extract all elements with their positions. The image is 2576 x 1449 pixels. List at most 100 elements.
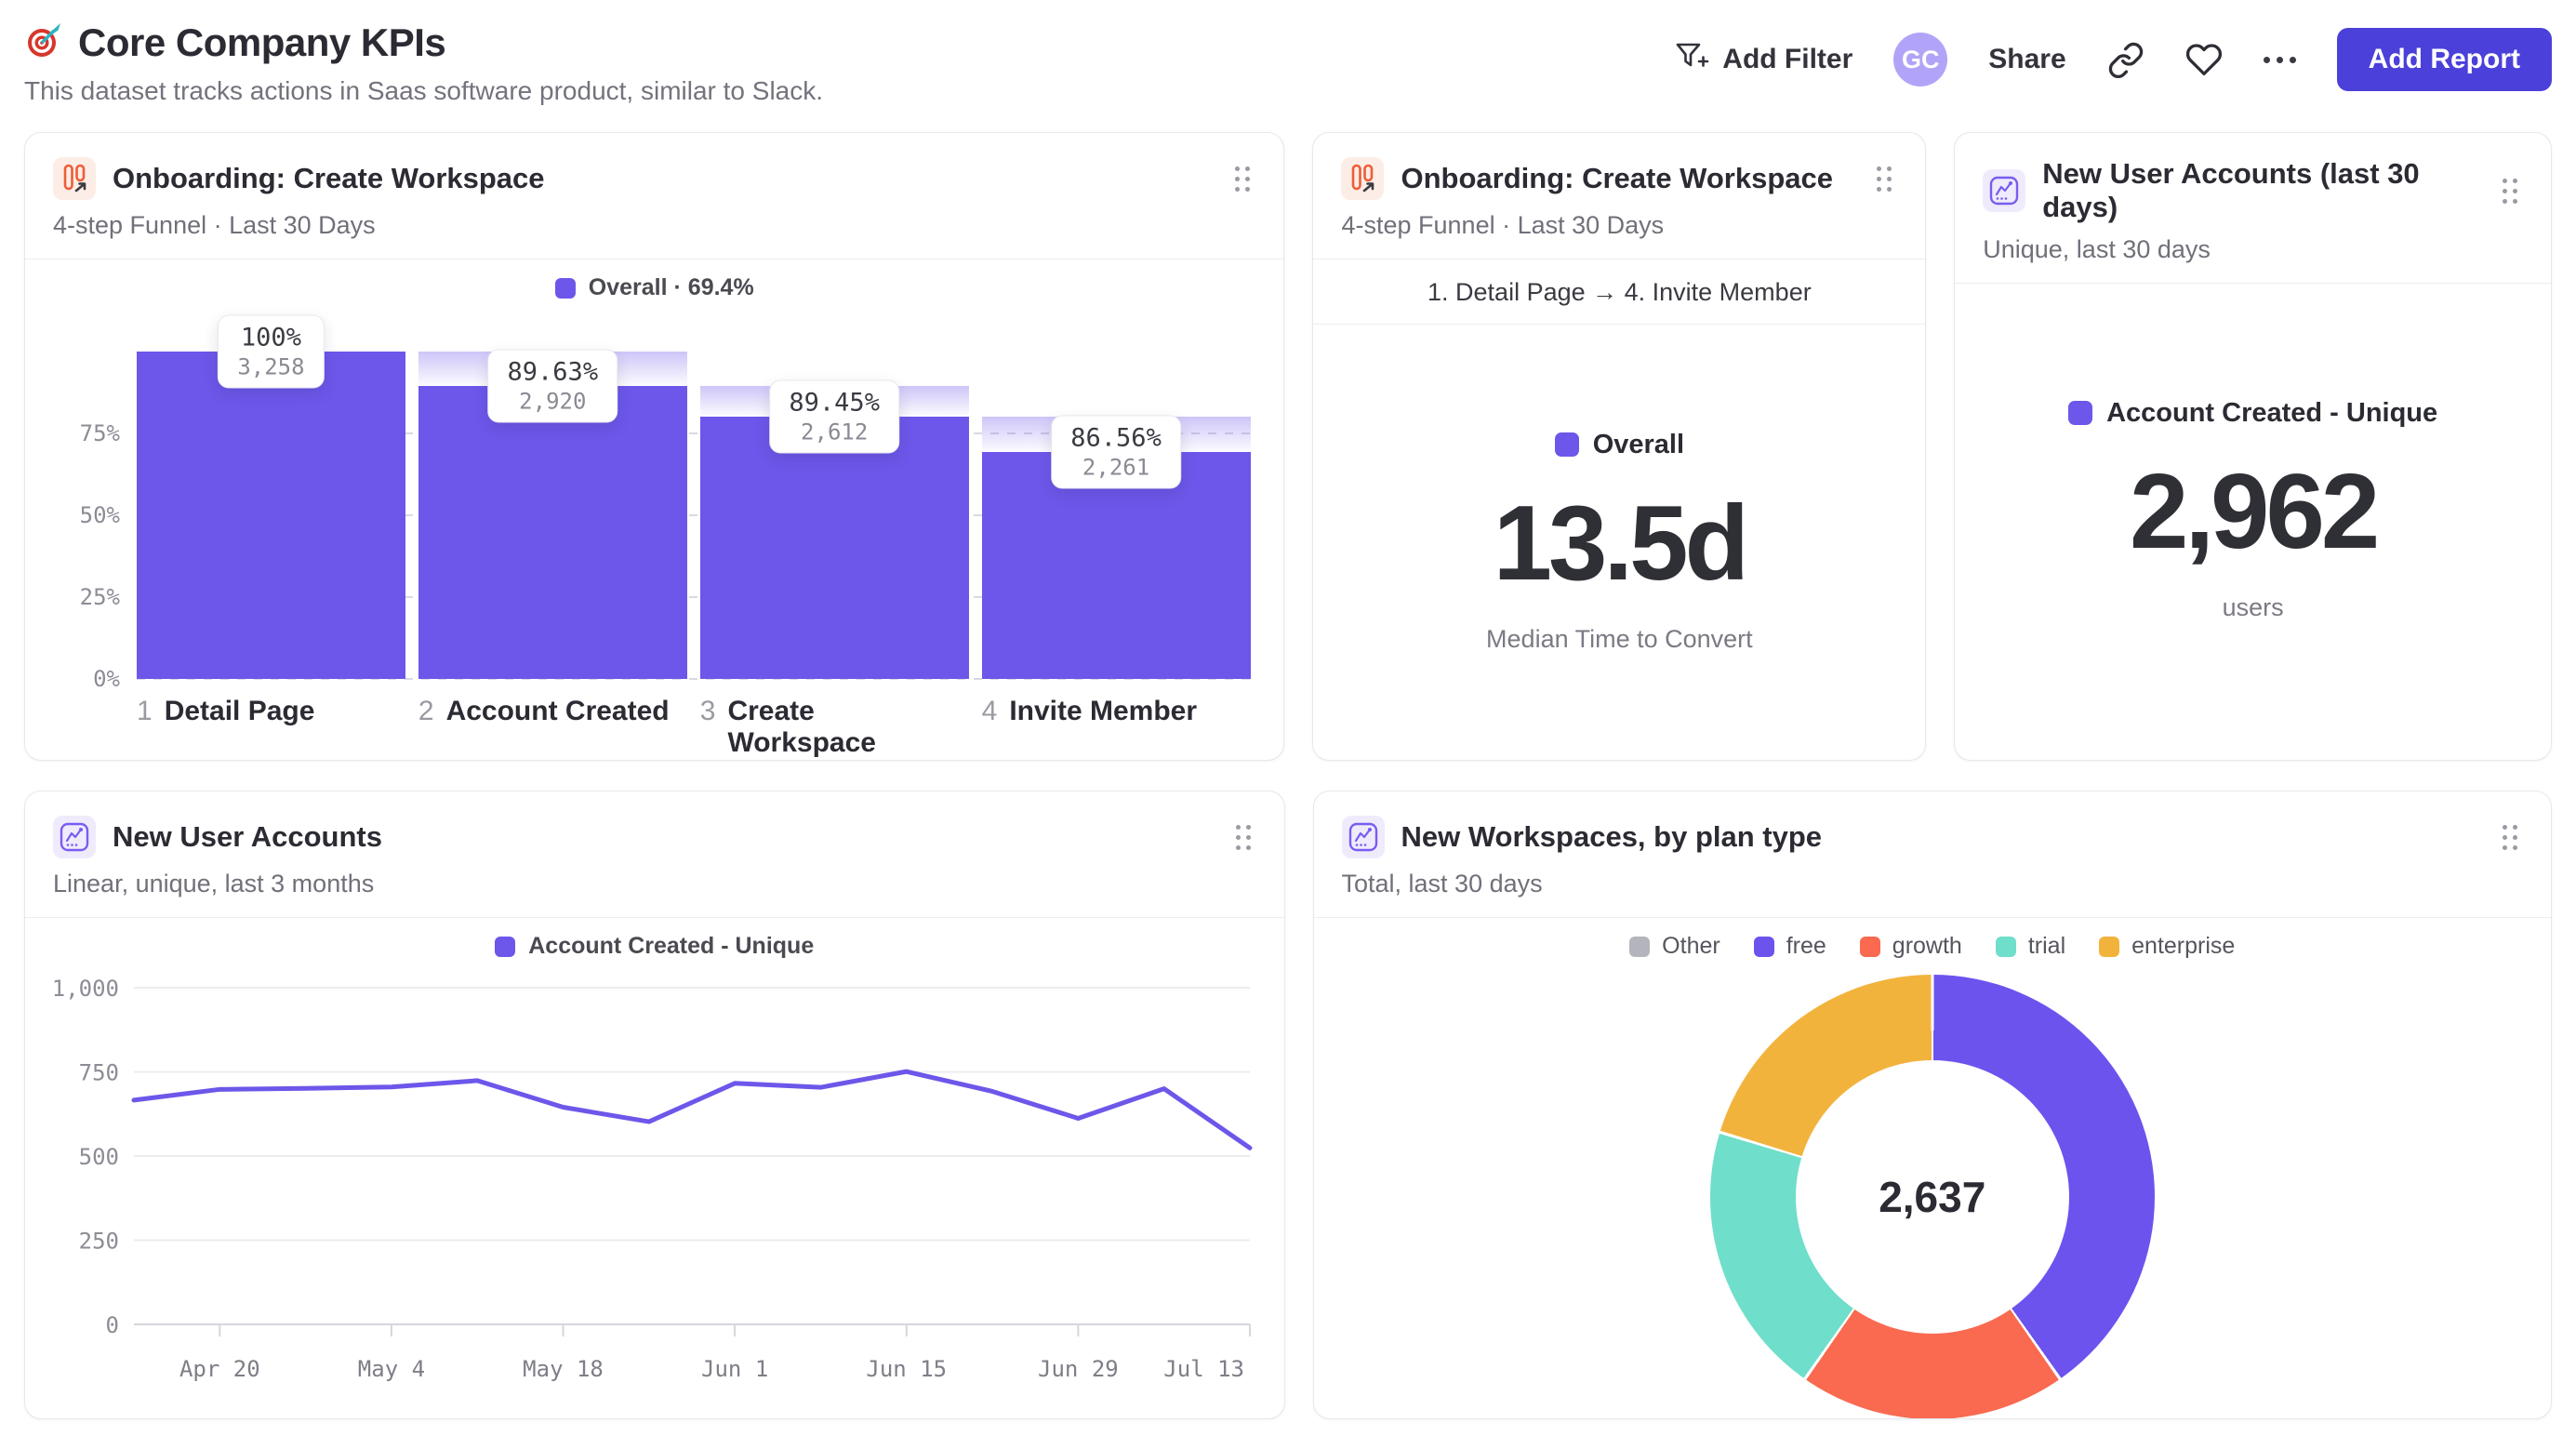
funnel-chart-icon <box>1341 157 1385 200</box>
funnel-chart: 75% 50% 25% 0% 100% 3,258 89.63% 2,920 89.45% 2,6… <box>53 314 1255 692</box>
filter-plus-icon <box>1674 39 1709 80</box>
legend-chip <box>495 936 516 957</box>
dashboard-page: Core Company KPIs This dataset tracks ac… <box>0 0 2576 1419</box>
card-subtitle: 4-step Funnel · Last 30 Days <box>1341 211 1665 239</box>
legend-item-trial[interactable]: trial <box>1995 933 2066 960</box>
funnel-gridline <box>137 596 1251 598</box>
card-subtitle: 4-step Funnel · Last 30 Days <box>53 211 376 239</box>
stat-legend[interactable]: Account Created - Unique <box>2068 398 2437 429</box>
stat-caption: users <box>2222 592 2284 621</box>
funnel-step-range: 1. Detail Page → 4. Invite Member <box>1313 259 1926 325</box>
page-header: Core Company KPIs This dataset tracks ac… <box>24 20 2552 106</box>
funnel-gridline <box>137 678 1251 680</box>
funnel-categories: 1 Detail Page 2 Account Created 3 Create Work… <box>137 696 1250 759</box>
card-title: Onboarding: Create Workspace <box>113 162 545 194</box>
funnel-bar-label: 100% 3,258 <box>218 314 325 389</box>
line-series[interactable] <box>131 1069 1253 1150</box>
funnel-bar-label: 86.56% 2,261 <box>1051 415 1181 489</box>
stat-caption: Median Time to Convert <box>1486 624 1753 653</box>
legend-item-free[interactable]: free <box>1753 933 1826 960</box>
card-median-time-to-convert: Onboarding: Create Workspace 4-step Funn… <box>1312 132 1927 761</box>
legend-chip <box>1859 936 1880 957</box>
funnel-bar-label: 89.63% 2,920 <box>487 349 618 423</box>
line-x-tick-label: May 18 <box>523 1356 604 1382</box>
funnel-bar-1[interactable] <box>137 352 405 679</box>
legend-label: free <box>1786 933 1826 959</box>
legend-label: enterprise <box>2131 933 2236 959</box>
line-y-tick-label: 0 <box>105 1312 118 1338</box>
line-x-tick-label: Jun 15 <box>866 1356 947 1382</box>
card-title: New User Accounts <box>113 820 382 853</box>
funnel-bar-label: 89.45% 2,612 <box>769 379 899 454</box>
legend-chip <box>1995 936 2016 957</box>
card-onboarding-funnel: Onboarding: Create Workspace 4-step Funn… <box>24 132 1285 761</box>
line-x-tick-label: Jun 29 <box>1038 1356 1119 1382</box>
line-legend[interactable]: Account Created - Unique <box>25 933 1284 960</box>
card-title: Onboarding: Create Workspace <box>1401 162 1834 194</box>
legend-label: Other <box>1662 933 1720 959</box>
donut-chart[interactable]: 2,637 <box>1709 975 2155 1418</box>
line-x-tick-label: May 4 <box>358 1356 425 1382</box>
line-x-tick-label: Jul 13 <box>1163 1356 1244 1382</box>
funnel-y-tick-label: 25% <box>79 584 120 610</box>
legend-chip <box>1629 936 1651 957</box>
line-y-tick-label: 750 <box>78 1060 118 1086</box>
drag-handle-icon[interactable] <box>2497 819 2523 856</box>
funnel-step-label: 3 Create Workspace <box>699 696 876 758</box>
copy-link-icon[interactable] <box>2107 41 2144 78</box>
share-button[interactable]: Share <box>1988 44 2066 74</box>
funnel-step-label: 2 Account Created <box>418 696 670 726</box>
add-report-button[interactable]: Add Report <box>2336 28 2552 91</box>
line-chart[interactable]: 0 250 500 750 1,000 Apr 20 May 4 May 18 Jun 1 Jun… <box>52 971 1257 1404</box>
card-new-user-accounts-30d: New User Accounts (last 30 days) Unique,… <box>1954 132 2552 761</box>
card-title: New Workspaces, by plan type <box>1401 820 1823 853</box>
more-options-icon[interactable] <box>2263 56 2296 63</box>
line-y-tick-label: 1,000 <box>52 976 119 1002</box>
page-subtitle: This dataset tracks actions in Saas soft… <box>24 76 824 105</box>
funnel-gridline <box>137 432 1251 434</box>
card-new-workspaces-by-plan: New Workspaces, by plan type Total, last… <box>1312 791 2552 1419</box>
add-filter-button[interactable]: Add Filter <box>1674 39 1852 80</box>
funnel-legend[interactable]: Overall · 69.4% <box>25 274 1283 301</box>
card-new-user-accounts-trend: New User Accounts Linear, unique, last 3… <box>24 791 1285 1419</box>
funnel-gridline <box>137 514 1251 516</box>
favorite-heart-icon[interactable] <box>2185 41 2223 78</box>
card-subtitle: Total, last 30 days <box>1341 870 1543 897</box>
funnel-y-tick-label: 50% <box>79 502 120 528</box>
median-time-value: 13.5d <box>1493 484 1750 603</box>
funnel-bar-3[interactable] <box>699 416 969 679</box>
line-chart-icon <box>1341 816 1385 858</box>
funnel-chart-icon <box>53 157 96 200</box>
drag-handle-icon[interactable] <box>1871 161 1897 197</box>
page-title: Core Company KPIs <box>78 20 446 64</box>
drag-handle-icon[interactable] <box>1229 161 1255 197</box>
line-chart-icon <box>53 816 96 858</box>
target-icon <box>24 21 63 65</box>
line-x-tick-label: Apr 20 <box>179 1356 260 1382</box>
line-y-tick-label: 500 <box>78 1144 118 1170</box>
unique-users-value: 2,962 <box>2129 452 2380 571</box>
legend-label: growth <box>1892 933 1962 959</box>
card-subtitle: Linear, unique, last 3 months <box>53 870 375 897</box>
drag-handle-icon[interactable] <box>1230 819 1256 856</box>
card-subtitle: Unique, last 30 days <box>1983 235 2211 263</box>
stat-legend[interactable]: Overall <box>1554 430 1684 460</box>
funnel-y-tick-label: 75% <box>79 420 120 446</box>
card-title: New User Accounts (last 30 days) <box>2042 157 2420 223</box>
legend-item-Other[interactable]: Other <box>1629 933 1720 960</box>
avatar[interactable]: GC <box>1893 33 1948 86</box>
donut-center-value: 2,637 <box>1879 1173 1986 1221</box>
funnel-y-tick-label: 0% <box>93 666 120 692</box>
drag-handle-icon[interactable] <box>2497 173 2523 209</box>
funnel-bar-4[interactable] <box>981 451 1251 679</box>
legend-item-enterprise[interactable]: enterprise <box>2099 933 2235 960</box>
funnel-step-label: 1 Detail Page <box>137 696 315 726</box>
line-chart-icon <box>1983 169 2026 212</box>
funnel-chart-plot: 100% 3,258 89.63% 2,920 89.45% 2,612 86.56% 2,2… <box>137 314 1251 679</box>
legend-label: trial <box>2027 933 2066 959</box>
legend-item-growth[interactable]: growth <box>1859 933 1962 960</box>
legend-chip <box>1554 432 1579 457</box>
legend-chip <box>554 277 576 299</box>
legend-chip <box>2099 936 2120 957</box>
funnel-bar-2[interactable] <box>418 385 687 679</box>
